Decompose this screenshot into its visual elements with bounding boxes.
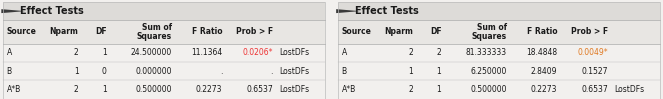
- Bar: [338, 62, 660, 80]
- Bar: [338, 2, 660, 99]
- Text: 0.2273: 0.2273: [196, 85, 223, 94]
- Text: B: B: [7, 67, 12, 76]
- Text: Prob > F: Prob > F: [571, 27, 608, 36]
- Bar: [338, 80, 660, 99]
- Text: DF: DF: [95, 27, 107, 36]
- Text: 1: 1: [102, 85, 107, 94]
- Text: 0: 0: [101, 67, 107, 76]
- Text: 2: 2: [74, 48, 78, 57]
- Polygon shape: [336, 9, 360, 13]
- Polygon shape: [1, 9, 25, 13]
- Bar: [3, 80, 325, 99]
- Text: 11.1364: 11.1364: [191, 48, 223, 57]
- Text: LostDFs: LostDFs: [280, 67, 310, 76]
- Text: Effect Tests: Effect Tests: [355, 6, 418, 16]
- Bar: [338, 20, 660, 44]
- Text: DF: DF: [430, 27, 442, 36]
- Text: 1: 1: [102, 48, 107, 57]
- Text: F Ratio: F Ratio: [192, 27, 223, 36]
- Text: 24.500000: 24.500000: [131, 48, 172, 57]
- Text: 2: 2: [74, 85, 78, 94]
- Text: 0.6537: 0.6537: [246, 85, 273, 94]
- Text: A: A: [341, 48, 347, 57]
- Bar: [3, 44, 325, 62]
- Text: 2: 2: [408, 48, 413, 57]
- Text: LostDFs: LostDFs: [280, 48, 310, 57]
- Text: A*B: A*B: [7, 85, 21, 94]
- Text: .: .: [220, 67, 223, 76]
- Text: 1: 1: [74, 67, 78, 76]
- Text: A: A: [7, 48, 12, 57]
- Text: 0.0206*: 0.0206*: [243, 48, 273, 57]
- Text: 2: 2: [437, 48, 442, 57]
- Text: Nparm: Nparm: [385, 27, 413, 36]
- Text: Effect Tests: Effect Tests: [20, 6, 84, 16]
- Text: Sum of
Squares: Sum of Squares: [137, 23, 172, 41]
- Bar: [3, 62, 325, 80]
- Text: LostDFs: LostDFs: [280, 85, 310, 94]
- Bar: [3, 2, 325, 99]
- Text: Nparm: Nparm: [50, 27, 78, 36]
- Bar: [3, 2, 325, 20]
- Text: 0.500000: 0.500000: [135, 85, 172, 94]
- Text: .: .: [271, 67, 273, 76]
- Text: LostDFs: LostDFs: [615, 85, 644, 94]
- Text: 1: 1: [437, 85, 442, 94]
- Text: F Ratio: F Ratio: [526, 27, 558, 36]
- Text: 1: 1: [408, 67, 413, 76]
- Bar: [338, 44, 660, 62]
- Text: Source: Source: [7, 27, 36, 36]
- Text: A*B: A*B: [341, 85, 355, 94]
- Text: Sum of
Squares: Sum of Squares: [471, 23, 507, 41]
- Text: 81.333333: 81.333333: [465, 48, 507, 57]
- Text: 6.250000: 6.250000: [471, 67, 507, 76]
- Text: 18.4848: 18.4848: [526, 48, 558, 57]
- Text: 0.000000: 0.000000: [135, 67, 172, 76]
- Text: 0.6537: 0.6537: [581, 85, 608, 94]
- Text: 0.1527: 0.1527: [581, 67, 608, 76]
- Bar: [338, 2, 660, 20]
- Text: B: B: [341, 67, 347, 76]
- Text: 1: 1: [437, 67, 442, 76]
- Text: 2.8409: 2.8409: [531, 67, 558, 76]
- Text: 0.500000: 0.500000: [470, 85, 507, 94]
- Text: Source: Source: [341, 27, 371, 36]
- Bar: [3, 20, 325, 44]
- Text: 0.0049*: 0.0049*: [577, 48, 608, 57]
- Text: 2: 2: [408, 85, 413, 94]
- Text: 0.2273: 0.2273: [531, 85, 558, 94]
- Text: Prob > F: Prob > F: [236, 27, 273, 36]
